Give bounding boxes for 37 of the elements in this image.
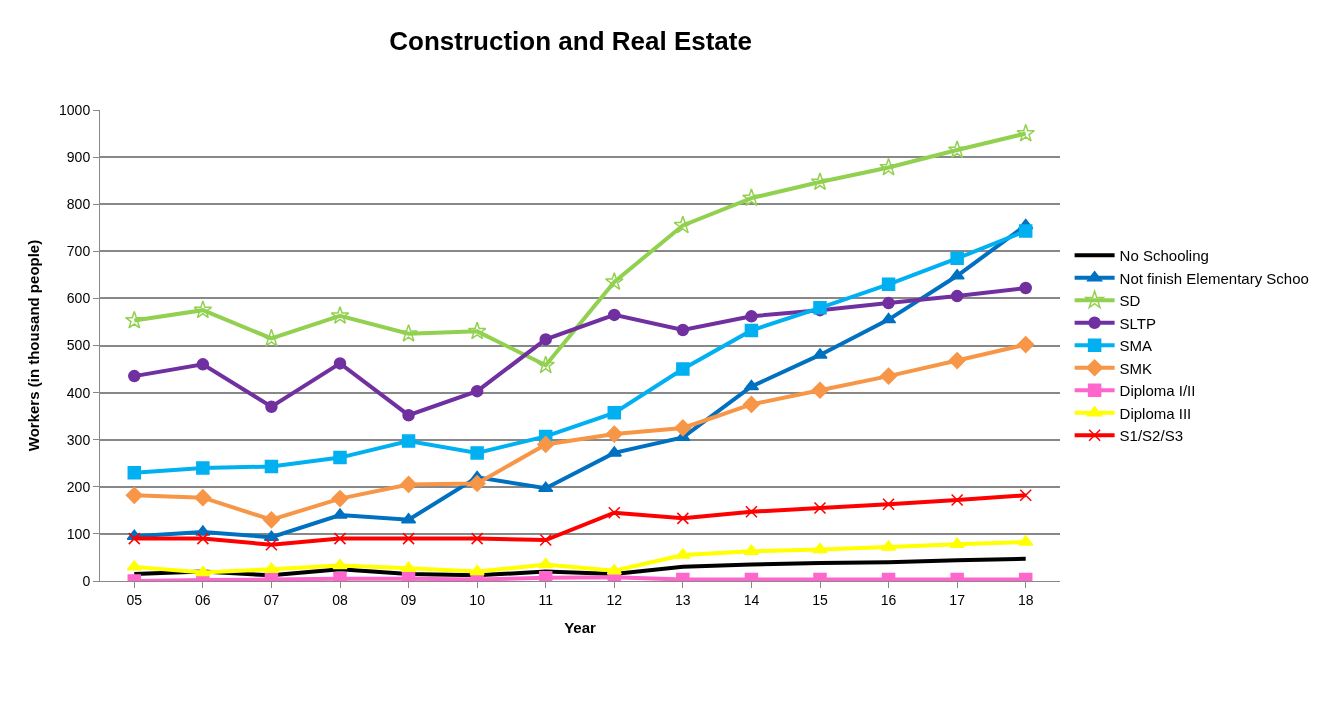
x-axis-title: Year xyxy=(564,618,597,636)
legend-label: No Schooling xyxy=(1119,247,1209,265)
x-tick-label: 12 xyxy=(606,591,623,608)
y-tick-label: 100 xyxy=(66,525,91,542)
x-tick-label: 17 xyxy=(949,591,966,608)
y-tick-label: 900 xyxy=(66,149,91,165)
y-tick-label: 800 xyxy=(66,196,91,213)
x-tick-label: 09 xyxy=(400,591,417,608)
chart-title: Construction and Real Estate xyxy=(389,25,752,56)
legend-label: SD xyxy=(1119,292,1141,310)
x-tick-label: 18 xyxy=(1017,591,1034,608)
y-tick-label: 400 xyxy=(66,384,91,401)
legend-label: SMA xyxy=(1119,337,1153,355)
y-tick-label: 200 xyxy=(66,478,91,495)
x-tick-label: 07 xyxy=(263,591,280,608)
y-axis-title: Workers (in thousand people) xyxy=(25,239,43,452)
x-tick-label: 11 xyxy=(538,591,554,608)
y-tick-label: 700 xyxy=(66,243,91,260)
legend-label: Not finish Elementary Schoo xyxy=(1119,269,1309,287)
x-tick-label: 13 xyxy=(675,591,691,608)
legend-label: Diploma III xyxy=(1119,404,1192,422)
x-tick-label: 05 xyxy=(126,591,143,608)
legend-label: S1/S2/S3 xyxy=(1119,427,1183,445)
y-tick-label: 600 xyxy=(66,290,91,307)
x-tick-label: 08 xyxy=(332,591,348,608)
legend-label: Diploma I/II xyxy=(1119,382,1196,400)
x-tick-label: 16 xyxy=(880,591,897,608)
y-tick-label: 1000 xyxy=(59,101,91,118)
y-tick-label: 500 xyxy=(66,337,91,354)
legend-label: SMK xyxy=(1119,359,1153,377)
y-tick-label: 300 xyxy=(66,431,91,448)
x-tick-label: 15 xyxy=(812,591,828,608)
y-tick-label: 0 xyxy=(82,572,91,589)
legend-label: SLTP xyxy=(1119,314,1157,332)
x-tick-label: 14 xyxy=(743,591,760,608)
x-tick-label: 06 xyxy=(195,591,211,608)
x-tick-label: 10 xyxy=(469,591,486,608)
